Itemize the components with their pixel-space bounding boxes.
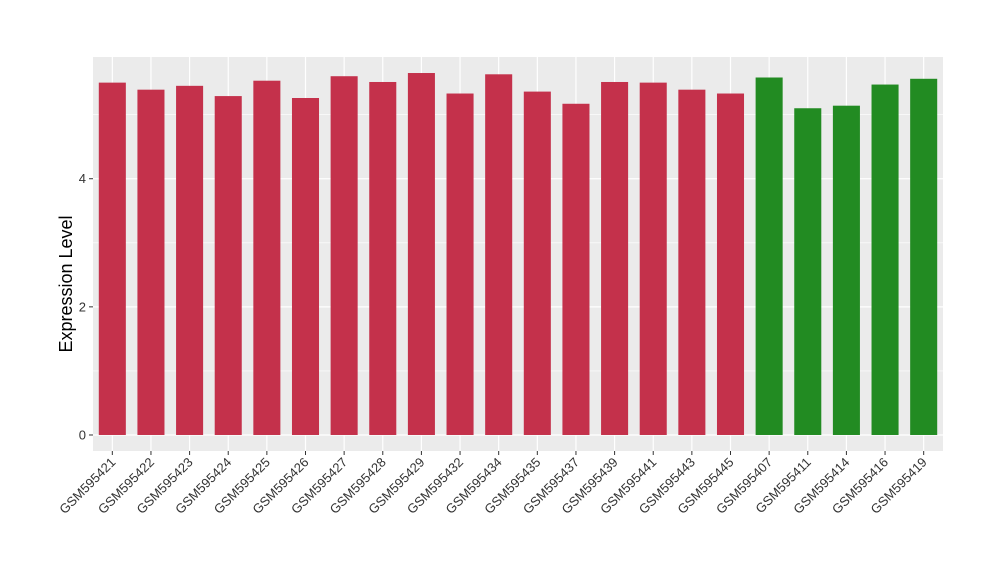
x-axis: GSM595421GSM595422GSM595423GSM595424GSM5… [56, 451, 930, 517]
bar-GSM595432 [446, 93, 474, 435]
y-axis: 0 2 4 [79, 171, 93, 442]
bars [98, 73, 938, 435]
bar-GSM595427 [330, 76, 358, 435]
bar-GSM595423 [176, 85, 204, 435]
y-tick-label: 4 [79, 171, 86, 186]
bar-GSM595439 [601, 81, 629, 435]
bar-GSM595422 [137, 89, 165, 435]
bar-GSM595407 [755, 77, 783, 435]
bar-GSM595424 [214, 96, 242, 435]
y-tick-label: 2 [79, 299, 86, 314]
bar-GSM595421 [98, 82, 126, 435]
bar-GSM595445 [716, 93, 745, 435]
bar-GSM595437 [562, 103, 590, 435]
bar-GSM595411 [794, 108, 822, 435]
bar-GSM595441 [639, 82, 667, 435]
bar-GSM595434 [485, 74, 513, 435]
bar-GSM595426 [291, 98, 320, 435]
bar-GSM595419 [910, 78, 938, 435]
bar-GSM595435 [523, 91, 551, 435]
bar-GSM595425 [253, 80, 281, 435]
y-axis-title: Expression Level [56, 215, 76, 352]
bar-GSM595414 [832, 105, 860, 435]
bar-GSM595429 [407, 73, 435, 435]
y-tick-label: 0 [79, 427, 86, 442]
bar-GSM595416 [871, 84, 899, 435]
bar-GSM595428 [369, 81, 397, 435]
bar-GSM595443 [678, 89, 706, 435]
